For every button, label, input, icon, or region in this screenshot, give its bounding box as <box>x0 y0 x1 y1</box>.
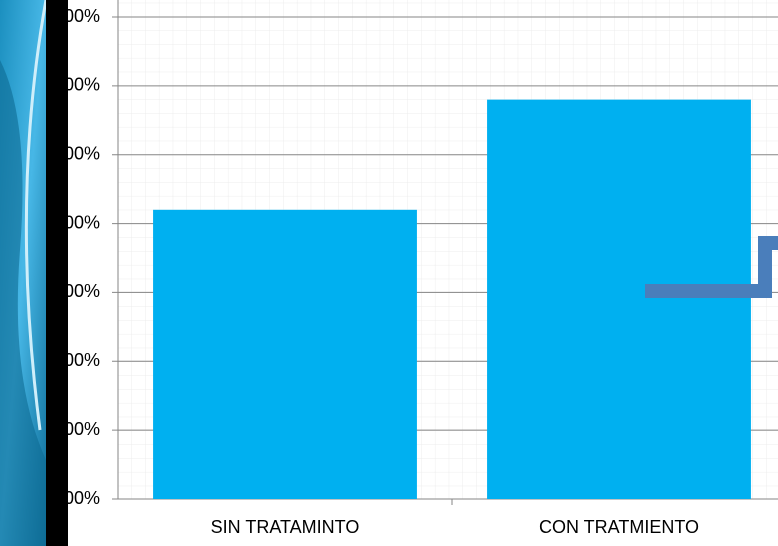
side-swirl <box>0 60 46 546</box>
bar <box>153 209 417 500</box>
bar <box>487 99 751 499</box>
x-tick-label: CON TRATMIENTO <box>539 517 699 537</box>
arrow-shape <box>645 236 778 298</box>
plot <box>112 0 778 505</box>
side-highlight <box>24 0 48 431</box>
side-bar <box>46 0 68 546</box>
x-tick-label: SIN TRATAMINTO <box>211 517 360 537</box>
